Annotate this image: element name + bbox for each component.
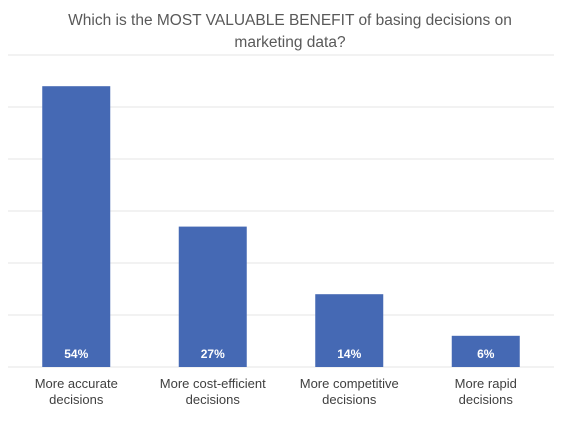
category-label: decisions	[186, 392, 241, 407]
bar	[451, 335, 520, 367]
data-label: 54%	[64, 347, 88, 361]
data-label: 14%	[337, 347, 361, 361]
category-label: More cost-efficient	[160, 376, 266, 391]
bar	[315, 294, 384, 367]
category-label: More rapid	[455, 376, 517, 391]
category-label: decisions	[459, 392, 514, 407]
data-label: 27%	[201, 347, 225, 361]
bar	[42, 86, 111, 367]
chart-title: Which is the MOST VALUABLE BENEFIT of ba…	[68, 12, 512, 51]
data-label: 6%	[477, 347, 495, 361]
category-label: decisions	[49, 392, 104, 407]
category-label: More competitive	[300, 376, 399, 391]
category-label: More accurate	[35, 376, 118, 391]
category-label: decisions	[322, 392, 377, 407]
bar	[178, 226, 247, 367]
